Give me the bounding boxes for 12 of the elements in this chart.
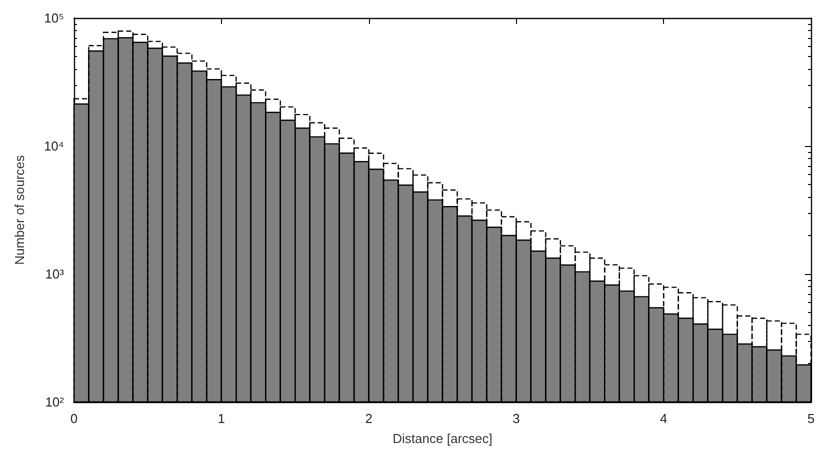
x-tick-label: 0 bbox=[70, 411, 78, 426]
y-tick-label: 10³ bbox=[45, 266, 65, 282]
x-tick-label: 1 bbox=[218, 411, 226, 426]
y-axis-title: Number of sources bbox=[12, 154, 27, 265]
x-tick-label: 4 bbox=[660, 411, 668, 426]
x-tick-label: 2 bbox=[365, 411, 372, 426]
x-tick-label: 5 bbox=[807, 411, 815, 426]
y-tick-label: 10⁴ bbox=[44, 138, 64, 154]
y-tick-label: 10² bbox=[45, 394, 65, 410]
y-tick-label: 10⁵ bbox=[44, 10, 64, 26]
x-axis-title: Distance [arcsec] bbox=[392, 431, 492, 446]
x-tick-label: 3 bbox=[512, 411, 520, 426]
